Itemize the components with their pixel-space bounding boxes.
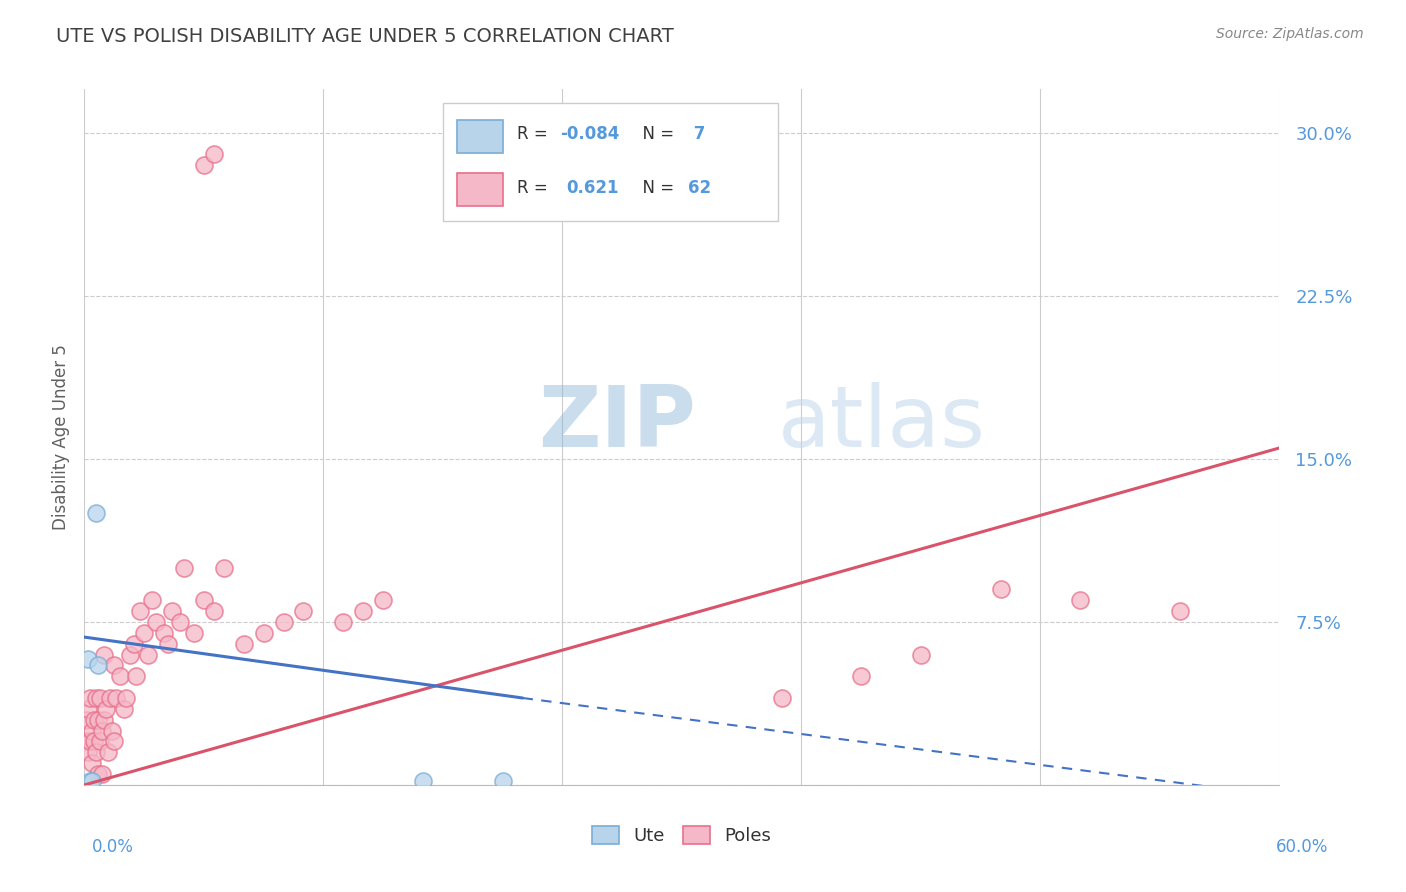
Point (77, 652, 100, 666)
Point (160, 604, 183, 618)
Point (87, 767, 110, 781)
Text: N =: N = (631, 179, 679, 197)
Text: atlas: atlas (778, 382, 986, 465)
Point (103, 658, 125, 673)
Point (910, 648, 932, 662)
Point (352, 604, 374, 618)
Point (105, 690, 128, 705)
Point (86, 690, 108, 705)
Text: R =: R = (517, 179, 558, 197)
Point (129, 604, 152, 618)
Point (89, 734, 111, 748)
Point (83, 713, 105, 727)
Point (851, 669, 873, 683)
Point (83, 734, 105, 748)
FancyBboxPatch shape (457, 120, 503, 153)
Point (202, 604, 225, 618)
Point (96, 702, 118, 716)
Point (93, 648, 115, 662)
FancyBboxPatch shape (443, 103, 778, 221)
Point (103, 734, 125, 748)
Point (91, 767, 114, 781)
Point (990, 582, 1012, 597)
Point (193, 158, 215, 172)
Point (79, 773, 101, 788)
Point (112, 702, 135, 716)
Text: 7: 7 (688, 126, 706, 144)
Point (77, 745, 100, 759)
Point (132, 625, 156, 640)
Point (86, 506, 108, 520)
Text: Source: ZipAtlas.com: Source: ZipAtlas.com (1216, 27, 1364, 41)
Point (87, 658, 110, 673)
Point (412, 773, 434, 788)
Point (82, 756, 104, 771)
Point (157, 637, 180, 651)
Point (141, 593, 163, 607)
Point (77, 702, 100, 716)
Point (97, 745, 120, 759)
Point (101, 723, 124, 738)
Text: -0.084: -0.084 (560, 126, 620, 144)
Point (202, 147, 225, 161)
Legend: Ute, Poles: Ute, Poles (585, 819, 779, 853)
Point (115, 690, 138, 705)
Text: N =: N = (631, 126, 679, 144)
Point (253, 625, 276, 640)
FancyBboxPatch shape (457, 173, 503, 206)
Point (273, 615, 295, 629)
Point (75, 713, 97, 727)
Text: 60.0%: 60.0% (1277, 838, 1329, 856)
Text: 0.621: 0.621 (567, 179, 619, 197)
Point (1168, 604, 1191, 618)
Point (183, 625, 205, 640)
Point (93, 713, 115, 727)
Point (145, 615, 167, 629)
Point (82, 723, 104, 738)
Text: R =: R = (517, 126, 553, 144)
Point (212, 560, 235, 574)
Point (122, 637, 145, 651)
Point (79, 734, 101, 748)
Point (75, 734, 97, 748)
Point (82, 773, 104, 788)
Point (770, 690, 793, 705)
Point (492, 773, 515, 788)
Point (292, 604, 315, 618)
Point (173, 560, 195, 574)
Text: ZIP: ZIP (538, 382, 696, 465)
Point (136, 648, 159, 662)
Point (373, 593, 395, 607)
Point (125, 669, 148, 683)
Point (110, 669, 132, 683)
Text: UTE VS POLISH DISABILITY AGE UNDER 5 CORRELATION CHART: UTE VS POLISH DISABILITY AGE UNDER 5 COR… (56, 27, 673, 45)
Point (98, 690, 121, 705)
Point (79, 690, 101, 705)
Point (169, 615, 191, 629)
Text: 62: 62 (688, 179, 711, 197)
Point (153, 625, 176, 640)
Point (89, 690, 111, 705)
Point (332, 615, 354, 629)
Y-axis label: Disability Age Under 5: Disability Age Under 5 (52, 344, 70, 530)
Point (87, 713, 110, 727)
Point (91, 723, 114, 738)
Text: 0.0%: 0.0% (91, 838, 134, 856)
Point (232, 637, 254, 651)
Point (120, 648, 142, 662)
Point (1069, 593, 1091, 607)
Point (86, 745, 108, 759)
Point (193, 593, 215, 607)
